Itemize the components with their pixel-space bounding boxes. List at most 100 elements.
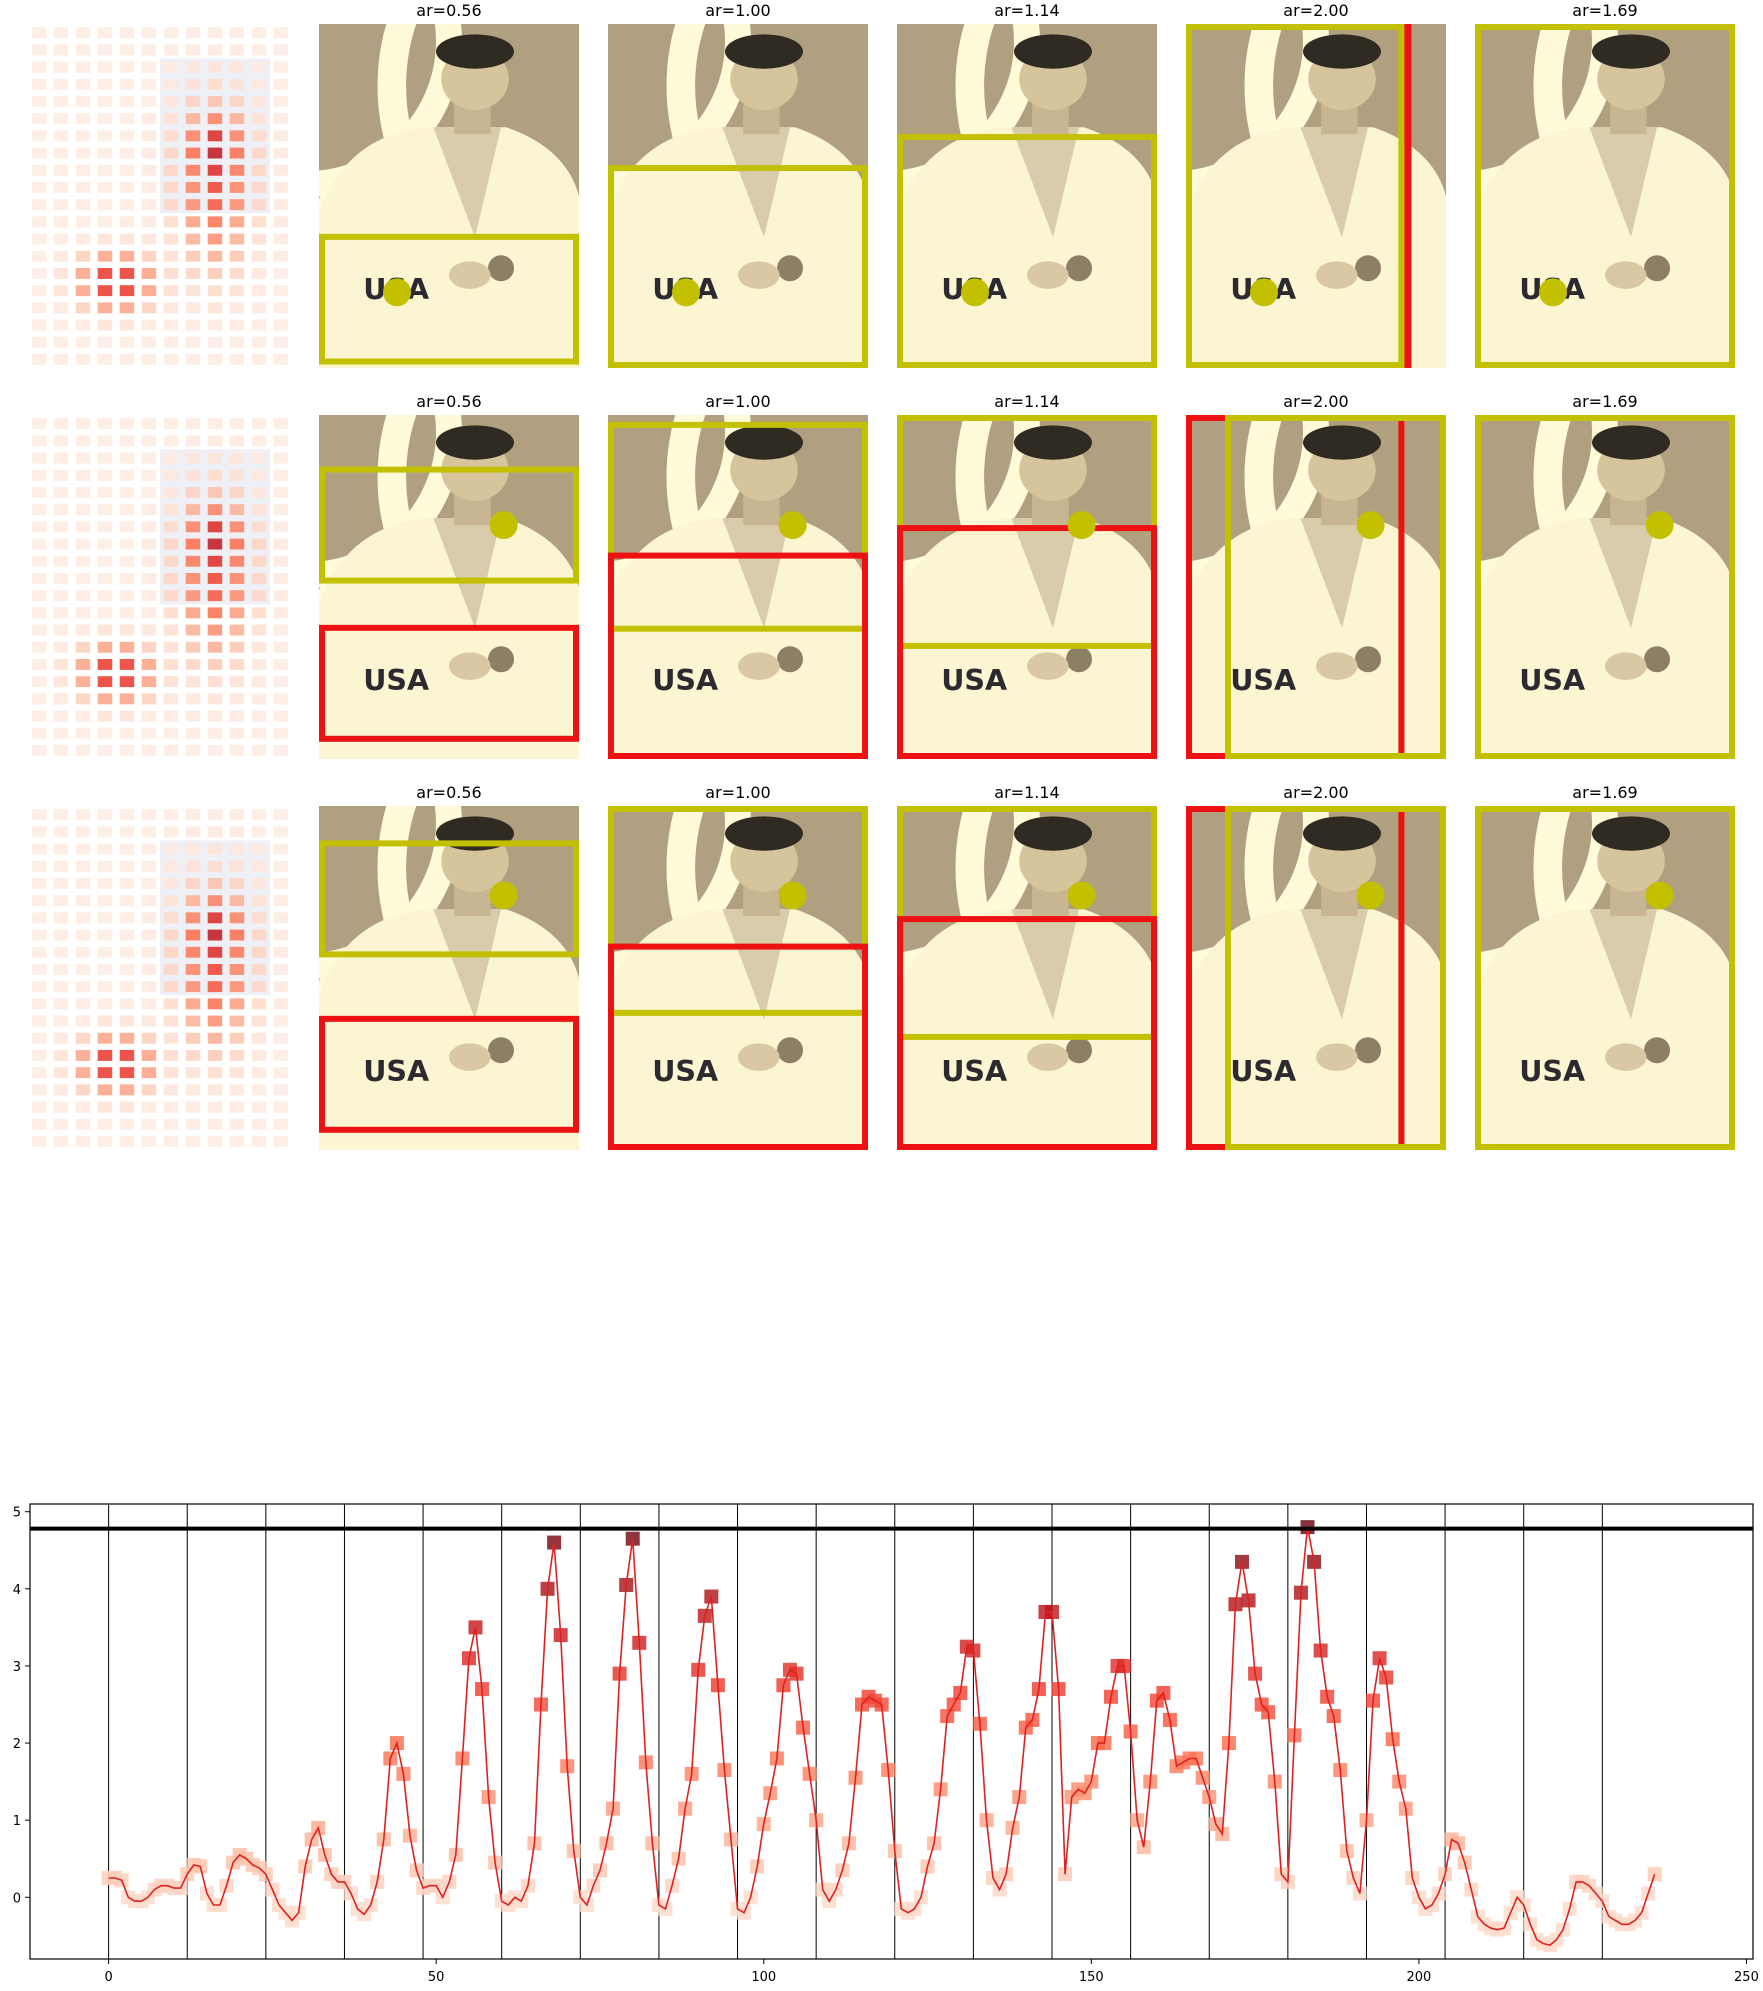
heatmap-cell	[97, 826, 113, 838]
heatmap-cell	[141, 418, 157, 430]
heatmap-cell	[251, 130, 267, 142]
heatmap-cell	[119, 302, 135, 314]
heatmap-cell	[185, 624, 201, 636]
heatmap-cell	[185, 130, 201, 142]
heatmap-cell	[97, 964, 113, 975]
heatmap-cell	[251, 1101, 267, 1113]
heatmap-cell	[229, 607, 245, 619]
heatmap-cell	[251, 998, 267, 1010]
photo: USA	[608, 24, 868, 368]
heatmap-cell	[207, 285, 223, 297]
heatmap-cell	[163, 929, 179, 941]
heatmap-cell	[31, 659, 47, 670]
heatmap-cell	[53, 469, 69, 481]
heatmap-cell	[53, 981, 69, 993]
heatmap-cell	[185, 96, 201, 107]
heatmap-cell	[185, 641, 201, 653]
heatmap-cell	[229, 981, 245, 993]
heatmap-cell	[119, 710, 135, 722]
heatmap-cell	[75, 624, 91, 636]
heatmap-cell	[97, 1118, 113, 1130]
heatmap-cell	[229, 895, 245, 907]
heatmap-cell	[141, 538, 157, 550]
heatmap-cell	[141, 878, 157, 889]
heatmap-cell	[185, 590, 201, 602]
heatmap-cell	[75, 182, 91, 193]
heatmap-cell	[273, 964, 289, 975]
heatmap-cell	[141, 268, 157, 279]
heatmap-cell	[163, 555, 179, 567]
focus-point	[672, 278, 700, 307]
heatmap-cell	[53, 1136, 69, 1147]
focus-point	[1539, 278, 1567, 307]
heatmap-cell	[251, 946, 267, 958]
heatmap-cell	[119, 1101, 135, 1113]
heatmap-cell	[75, 61, 91, 73]
focus-point	[1645, 511, 1674, 540]
heatmap-cell	[53, 929, 69, 941]
heatmap-cell	[163, 946, 179, 958]
heatmap-cell	[207, 250, 223, 262]
heatmap-cell	[163, 285, 179, 297]
heatmap-cell	[163, 504, 179, 516]
heatmap-cell	[273, 1084, 289, 1096]
heatmap-cell	[273, 319, 289, 331]
heatmap-cell	[53, 878, 69, 889]
heatmap-cell	[119, 1050, 135, 1061]
heatmap-cell	[273, 826, 289, 838]
heatmap-cell	[207, 981, 223, 993]
heatmap-cell	[207, 659, 223, 670]
heatmap-cell	[119, 504, 135, 516]
crop-panel: USA ar=0.56	[319, 392, 579, 759]
heatmap-cell	[207, 1067, 223, 1079]
heatmap-cell	[53, 418, 69, 430]
heatmap-cell	[141, 113, 157, 125]
heatmap-cell	[251, 44, 267, 56]
heatmap-cell	[185, 878, 201, 889]
heatmap-cell	[163, 96, 179, 107]
heatmap-cell	[97, 504, 113, 516]
heatmap-cell	[251, 336, 267, 348]
heatmap-cell	[273, 676, 289, 688]
heatmap-cell	[251, 182, 267, 193]
heatmap-cell	[53, 44, 69, 56]
heatmap-cell	[31, 1015, 47, 1027]
heatmap-cell	[97, 590, 113, 602]
heatmap-cell	[229, 216, 245, 228]
heatmap-cell	[31, 130, 47, 142]
heatmap-cell	[141, 659, 157, 670]
heatmap-cell	[75, 1136, 91, 1147]
heatmap-cell	[75, 981, 91, 993]
heatmap-cell	[75, 521, 91, 533]
heatmap-cell	[141, 1101, 157, 1113]
heatmap-cell	[273, 843, 289, 855]
heatmap-cell	[119, 285, 135, 297]
heatmap-cell	[273, 745, 289, 756]
image-row: USAar=0.56USAar=1.00USAar=1.14USAar=2.00…	[31, 1, 1735, 368]
heatmap-cell	[97, 659, 113, 670]
heatmap-cell	[207, 96, 223, 107]
heatmap-cell	[163, 878, 179, 889]
heatmap-cell	[141, 182, 157, 193]
heatmap-cell	[251, 1032, 267, 1044]
heatmap-cell	[251, 164, 267, 176]
heatmap-cell	[97, 268, 113, 279]
heatmap-cell	[53, 641, 69, 653]
heatmap-cell	[53, 302, 69, 314]
heatmap-cell	[185, 1067, 201, 1079]
heatmap-cell	[251, 659, 267, 670]
heatmap-cell	[229, 452, 245, 464]
heatmap-cell	[141, 44, 157, 56]
panel-title: ar=1.00	[705, 392, 770, 411]
heatmap-cell	[141, 676, 157, 688]
heatmap-cell	[119, 607, 135, 619]
heatmap-cell	[53, 319, 69, 331]
heatmap-cell	[185, 113, 201, 125]
heatmap-cell	[207, 826, 223, 838]
heatmap-cell	[163, 860, 179, 872]
heatmap-cell	[185, 555, 201, 567]
heatmap-cell	[251, 418, 267, 430]
heatmap-cell	[273, 860, 289, 872]
heatmap-cell	[119, 843, 135, 855]
